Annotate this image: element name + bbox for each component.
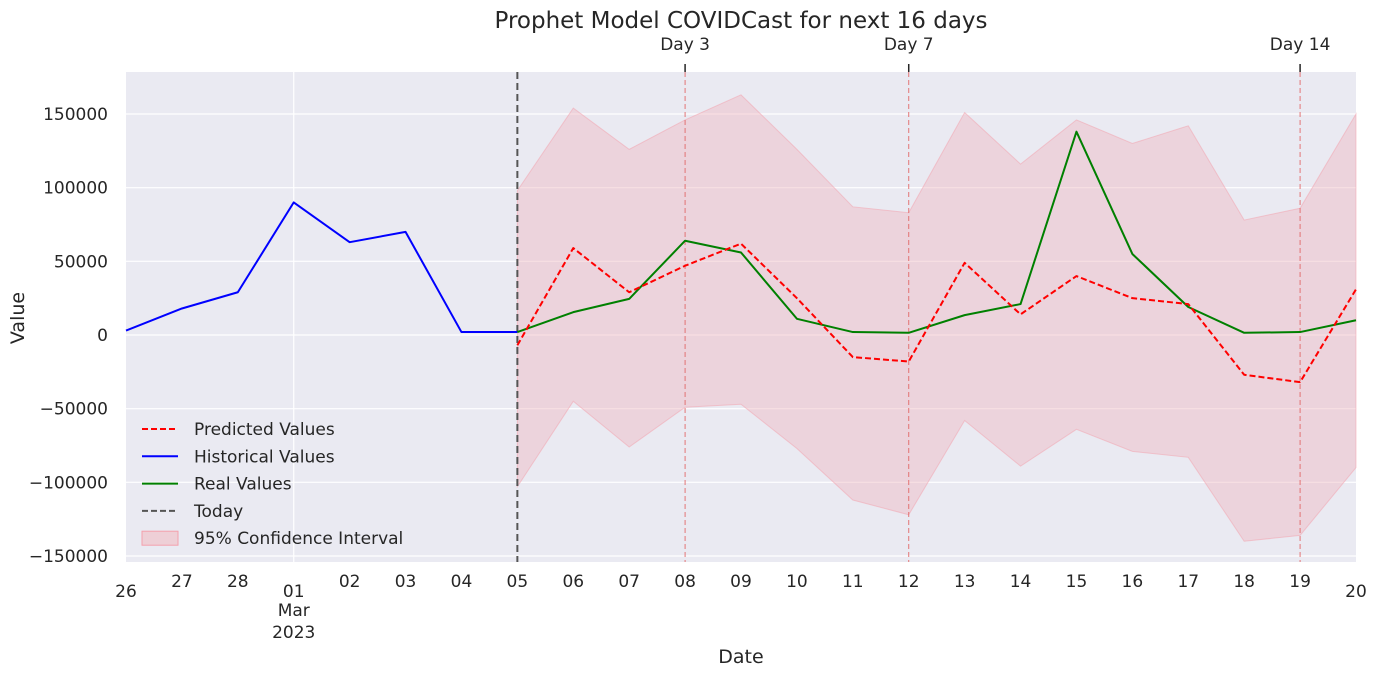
legend: Predicted Values Historical Values Real Va…	[141, 420, 403, 549]
legend-label: Historical Values	[194, 447, 335, 467]
day-marker-label: Day 7	[884, 35, 934, 55]
x-tick-label: 26	[115, 582, 137, 602]
y-tick-label: −50000	[40, 400, 108, 420]
x-tick-label: 07	[618, 572, 640, 592]
x-tick-label: 04	[451, 572, 473, 592]
legend-label: 95% Confidence Interval	[194, 529, 403, 549]
y-tick-labels: 150000 100000 50000 0 −50000 −100000 −150000	[29, 105, 108, 567]
x-tick-label: 09	[730, 572, 752, 592]
x-tick-label: 03	[395, 572, 417, 592]
y-tick-label: −100000	[29, 473, 108, 493]
x-tick-label: 14	[1010, 572, 1032, 592]
legend-label: Predicted Values	[194, 420, 335, 440]
x-tick-label: 18	[1233, 572, 1255, 592]
y-tick-label: 50000	[54, 252, 108, 272]
legend-swatch	[141, 530, 179, 546]
x-tick-label: 08	[674, 572, 696, 592]
legend-label: Real Values	[194, 475, 292, 495]
x-tick-label: 28	[227, 572, 249, 592]
x-tick-year-label: 2023	[272, 623, 315, 643]
x-tick-label: 05	[507, 572, 529, 592]
day-marker-label: Day 14	[1270, 35, 1331, 55]
confidence-band-layer	[516, 94, 1357, 542]
y-tick-label: −150000	[29, 547, 108, 567]
x-tick-label: 11	[842, 572, 864, 592]
x-axis-label: Date	[718, 646, 763, 668]
x-tick-label: 19	[1289, 572, 1311, 592]
historical-values-line	[125, 201, 518, 334]
day-marker-label: Day 3	[660, 35, 710, 55]
y-tick-label: 0	[97, 326, 108, 346]
x-tick-label: 16	[1122, 572, 1144, 592]
series-lines	[125, 130, 1357, 384]
y-tick-label: 150000	[43, 105, 108, 125]
x-tick-label: 13	[954, 572, 976, 592]
x-tick-label: 12	[898, 572, 920, 592]
day-markers: Day 3 Day 7 Day 14	[516, 35, 1331, 562]
x-tick-label: 01	[283, 582, 305, 602]
grid-lines	[126, 72, 1356, 562]
y-tick-label: 100000	[43, 179, 108, 199]
x-tick-label: 02	[339, 572, 361, 592]
x-tick-label: 15	[1066, 572, 1088, 592]
x-tick-label: 06	[562, 572, 584, 592]
predicted-values-line	[516, 242, 1357, 384]
x-tick-label: 20	[1345, 582, 1367, 602]
confidence-interval-band	[516, 94, 1357, 542]
real-values-line	[517, 130, 1357, 334]
legend-label: Today	[193, 502, 243, 522]
plot-area	[126, 72, 1356, 562]
x-tick-label: 17	[1177, 572, 1199, 592]
x-tick-month-label: Mar	[278, 601, 310, 621]
x-tick-label: 27	[171, 572, 193, 592]
y-axis-label: Value	[7, 292, 29, 344]
x-tick-label: 10	[786, 572, 808, 592]
chart-title: Prophet Model COVIDCast for next 16 days	[494, 8, 987, 34]
